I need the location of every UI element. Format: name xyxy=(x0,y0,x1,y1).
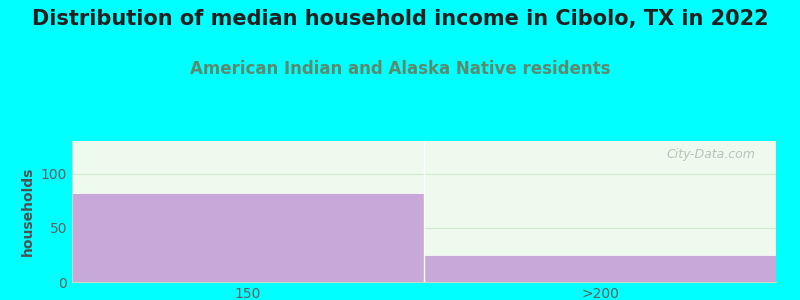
Y-axis label: households: households xyxy=(22,167,35,256)
Bar xyxy=(424,255,776,282)
Text: American Indian and Alaska Native residents: American Indian and Alaska Native reside… xyxy=(190,60,610,78)
Bar xyxy=(72,193,424,282)
Text: City-Data.com: City-Data.com xyxy=(666,148,755,161)
Text: Distribution of median household income in Cibolo, TX in 2022: Distribution of median household income … xyxy=(32,9,768,29)
